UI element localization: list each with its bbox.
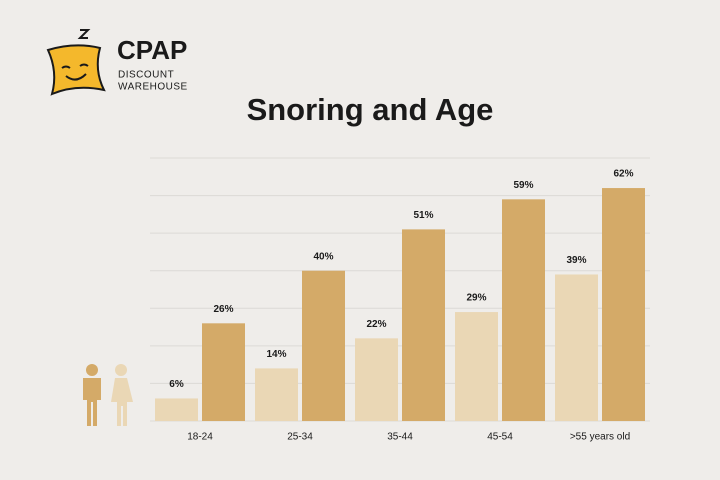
bar (302, 270, 345, 421)
bar (555, 274, 598, 421)
man-body (83, 378, 101, 426)
bar (455, 312, 498, 421)
bar (502, 199, 545, 421)
value-label: 51% (413, 210, 433, 221)
brand-name: CPAP (117, 35, 187, 65)
bar (602, 188, 645, 421)
x-tick-label: 45-54 (487, 432, 513, 443)
brand-line: WAREHOUSE (118, 82, 188, 93)
value-label: 59% (513, 180, 533, 191)
value-label: 62% (613, 169, 633, 180)
logo-z (77, 29, 91, 39)
bar (402, 229, 445, 421)
people-icon (83, 364, 133, 426)
value-label: 14% (266, 349, 286, 360)
logo-eyes (61, 63, 89, 69)
bar (202, 323, 245, 421)
woman-body (111, 378, 133, 426)
chart-title: Snoring and Age (247, 92, 494, 127)
bar (355, 338, 398, 421)
woman-head (115, 364, 127, 376)
value-label: 26% (213, 304, 233, 315)
value-label: 22% (366, 319, 386, 330)
x-tick-label: >55 years old (570, 432, 630, 443)
logo-smile (65, 73, 87, 81)
logo: CPAP DISCOUNT WAREHOUSE (46, 29, 188, 96)
man-head (86, 364, 98, 376)
value-label: 29% (466, 293, 486, 304)
x-tick-label: 18-24 (187, 432, 213, 443)
x-tick-label: 25-34 (287, 432, 313, 443)
brand-line: DISCOUNT (118, 70, 174, 81)
value-label: 39% (566, 255, 586, 266)
logo-pillow (46, 44, 106, 96)
value-label: 40% (313, 251, 333, 262)
bar (155, 398, 198, 421)
value-label: 6% (169, 379, 184, 390)
x-tick-label: 35-44 (387, 432, 413, 443)
bar (255, 368, 298, 421)
